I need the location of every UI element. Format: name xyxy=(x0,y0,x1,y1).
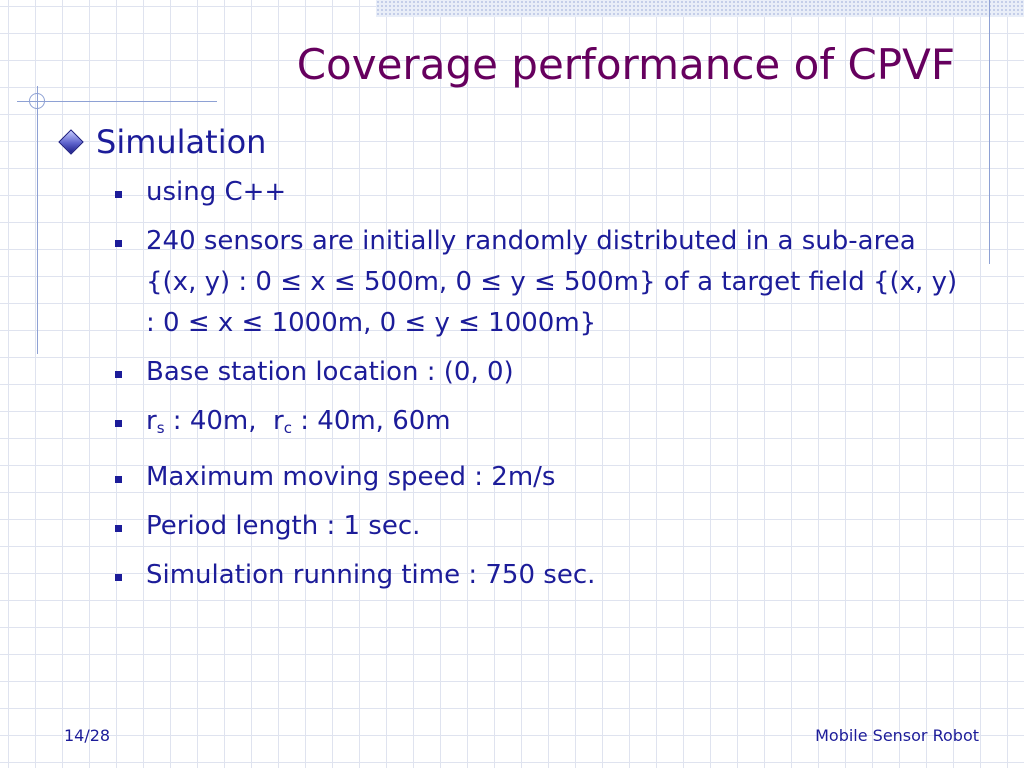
simulation-details-list: using C++ 240 sensors are initially rand… xyxy=(112,172,972,604)
footer-topic: Mobile Sensor Robot xyxy=(815,726,979,745)
corner-pattern-band xyxy=(376,0,1024,17)
list-item-running-time: Simulation running time : 750 sec. xyxy=(112,555,972,596)
list-item-radius: rs : 40m, rc : 40m, 60m xyxy=(112,401,972,449)
square-bullet-icon xyxy=(115,525,122,532)
list-item-sensor-distribution: 240 sensors are initially randomly distr… xyxy=(112,221,972,344)
list-item-text: using C++ xyxy=(146,177,287,207)
square-bullet-icon xyxy=(115,240,122,247)
slide-number: 14/28 xyxy=(64,726,111,745)
square-bullet-icon xyxy=(115,574,122,581)
rs-symbol: r xyxy=(146,406,157,436)
level1-label: Simulation xyxy=(96,123,267,161)
list-item-text: 240 sensors are initially randomly distr… xyxy=(146,226,958,338)
decor-horizontal-line xyxy=(17,101,217,102)
list-item-text: Maximum moving speed : 2m/s xyxy=(146,462,556,492)
square-bullet-icon xyxy=(115,476,122,483)
square-bullet-icon xyxy=(115,371,122,378)
list-item-text: Simulation running time : 750 sec. xyxy=(146,560,596,590)
level1-item-simulation: Simulation xyxy=(58,120,267,164)
decor-circle xyxy=(29,93,45,109)
list-item-language: using C++ xyxy=(112,172,972,213)
slide-title: Coverage performance of CPVF xyxy=(296,40,955,89)
square-bullet-icon xyxy=(115,420,122,427)
rs-subscript: s xyxy=(156,419,165,437)
diamond-bullet-icon xyxy=(58,129,84,155)
list-item-text: Period length : 1 sec. xyxy=(146,511,421,541)
decor-vertical-line xyxy=(37,86,38,354)
square-bullet-icon xyxy=(115,191,122,198)
rc-value: : 40m, 60m xyxy=(291,406,451,436)
decor-right-vertical-line xyxy=(989,0,990,264)
rc-symbol: r xyxy=(273,406,284,436)
list-item-moving-speed: Maximum moving speed : 2m/s xyxy=(112,457,972,498)
list-item-base-station: Base station location : (0, 0) xyxy=(112,352,972,393)
rs-value: : 40m, xyxy=(164,406,274,436)
list-item-period-length: Period length : 1 sec. xyxy=(112,506,972,547)
list-item-text: Base station location : (0, 0) xyxy=(146,357,514,387)
rc-subscript: c xyxy=(283,419,292,437)
